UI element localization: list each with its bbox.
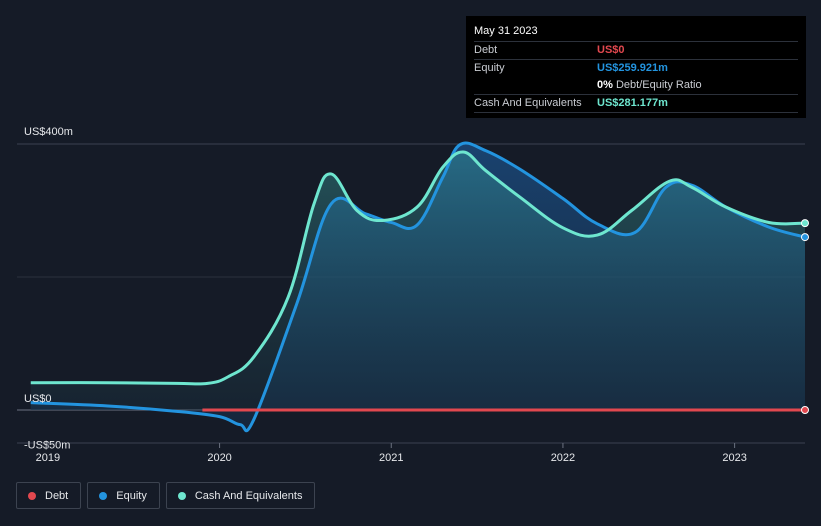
legend-debt-label: Debt bbox=[45, 489, 69, 502]
legend-item-cash[interactable]: Cash And Equivalents bbox=[165, 482, 316, 509]
tooltip-ratio-label: Debt/Equity Ratio bbox=[615, 79, 702, 91]
equity-end-point bbox=[801, 233, 809, 242]
tooltip-date: May 31 2023 bbox=[474, 25, 538, 37]
tooltip-cash-value: US$281.177m bbox=[597, 97, 668, 109]
x-tick-label: 2023 bbox=[722, 452, 746, 464]
tooltip-debt-label: Debt bbox=[474, 44, 498, 56]
cash-area bbox=[30, 151, 806, 410]
cash-series-line bbox=[30, 150, 806, 386]
tooltip-debt-value: US$0 bbox=[597, 44, 625, 56]
y-tick-label: -US$50m bbox=[24, 439, 70, 451]
tooltip-ratio-value: 0% bbox=[597, 79, 613, 91]
x-tick-label: 2020 bbox=[207, 452, 231, 464]
equity-dot-icon bbox=[99, 491, 108, 500]
tooltip-ratio-row: 0% Debt/Equity Ratio bbox=[474, 77, 798, 94]
legend: Debt Equity Cash And Equivalents bbox=[16, 482, 316, 509]
tooltip-equity-label: Equity bbox=[474, 62, 505, 74]
y-tick-label: US$0 bbox=[24, 393, 52, 405]
tooltip-equity-row: Equity US$259.921m bbox=[474, 59, 798, 77]
tooltip-cash-row: Cash And Equivalents US$281.177m bbox=[474, 94, 798, 112]
equity-series-line bbox=[30, 141, 806, 433]
debt-end-point bbox=[801, 406, 809, 414]
y-tick-label: US$400m bbox=[24, 126, 73, 138]
tooltip-cash-label: Cash And Equivalents bbox=[474, 97, 582, 109]
legend-item-debt[interactable]: Debt bbox=[16, 482, 82, 509]
cash-end-point bbox=[801, 219, 809, 228]
x-tick-label: 2019 bbox=[36, 452, 60, 464]
x-tick-label: 2022 bbox=[551, 452, 575, 464]
legend-cash-label: Cash And Equivalents bbox=[194, 489, 303, 502]
tooltip-debt-row: Debt US$0 bbox=[474, 41, 798, 59]
tooltip-panel: May 31 2023 Debt US$0 Equity US$259.921m… bbox=[466, 16, 806, 118]
debt-dot-icon bbox=[28, 491, 36, 500]
legend-equity-label: Equity bbox=[116, 489, 147, 502]
tooltip-equity-value: US$259.921m bbox=[597, 62, 668, 74]
legend-item-equity[interactable]: Equity bbox=[87, 482, 160, 509]
cash-dot-icon bbox=[177, 491, 186, 500]
x-tick-label: 2021 bbox=[379, 452, 403, 464]
